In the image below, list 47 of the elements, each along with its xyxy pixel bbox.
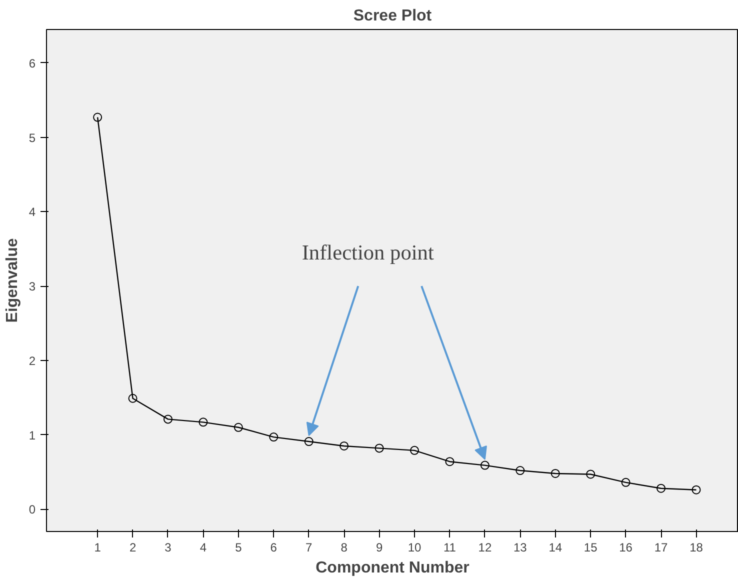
point (269, 432, 278, 442)
x-tick-label: 2 (129, 540, 136, 554)
point (621, 478, 630, 487)
point (586, 470, 596, 479)
x-tick-label: 3 (164, 540, 172, 554)
y-tick-label: 0 (28, 502, 36, 517)
y-tick-label: 1 (28, 428, 36, 442)
x-tick-label: 5 (235, 540, 242, 554)
x-tick-label: 11 (444, 540, 456, 554)
point (480, 460, 490, 470)
y-tick-label: 4 (28, 205, 36, 220)
point (234, 422, 243, 432)
annotation: Inflection point (302, 240, 434, 265)
x-tick-label: 4 (200, 540, 207, 554)
x-tick-label: 17 (654, 540, 668, 554)
point (692, 485, 701, 494)
point (340, 441, 349, 450)
point (304, 437, 314, 446)
x-tick-label: 10 (408, 540, 422, 554)
y-tick-label: 3 (28, 280, 36, 294)
point (445, 457, 454, 466)
point (410, 446, 420, 455)
point (656, 484, 666, 493)
x-tick-label: 15 (584, 540, 598, 554)
x-tick-label: 18 (690, 540, 704, 554)
y-axis-title: Eigenvalue (4, 238, 21, 323)
point (550, 469, 560, 478)
x-tick-label: 9 (376, 540, 383, 554)
point (198, 418, 208, 427)
x-tick-label: 8 (340, 540, 348, 554)
x-tick-label: 1 (94, 540, 102, 554)
x-tick-label: 7 (306, 540, 313, 554)
x-tick-label: 12 (478, 540, 492, 554)
y-tick-label: 6 (28, 56, 36, 70)
x-tick-label: 16 (619, 540, 633, 554)
x-tick-label: 13 (513, 540, 528, 554)
point (128, 394, 138, 403)
point (163, 414, 172, 424)
point (93, 112, 102, 122)
y-tick-label: 5 (28, 130, 36, 145)
x-tick-label: 6 (270, 540, 278, 554)
chart-title: Scree Plot (353, 8, 432, 24)
x-tick-label: 14 (548, 540, 562, 554)
y-tick-label: 2 (28, 354, 36, 368)
point (516, 466, 525, 476)
x-axis-title: Component Number (316, 560, 470, 576)
point (374, 444, 384, 453)
